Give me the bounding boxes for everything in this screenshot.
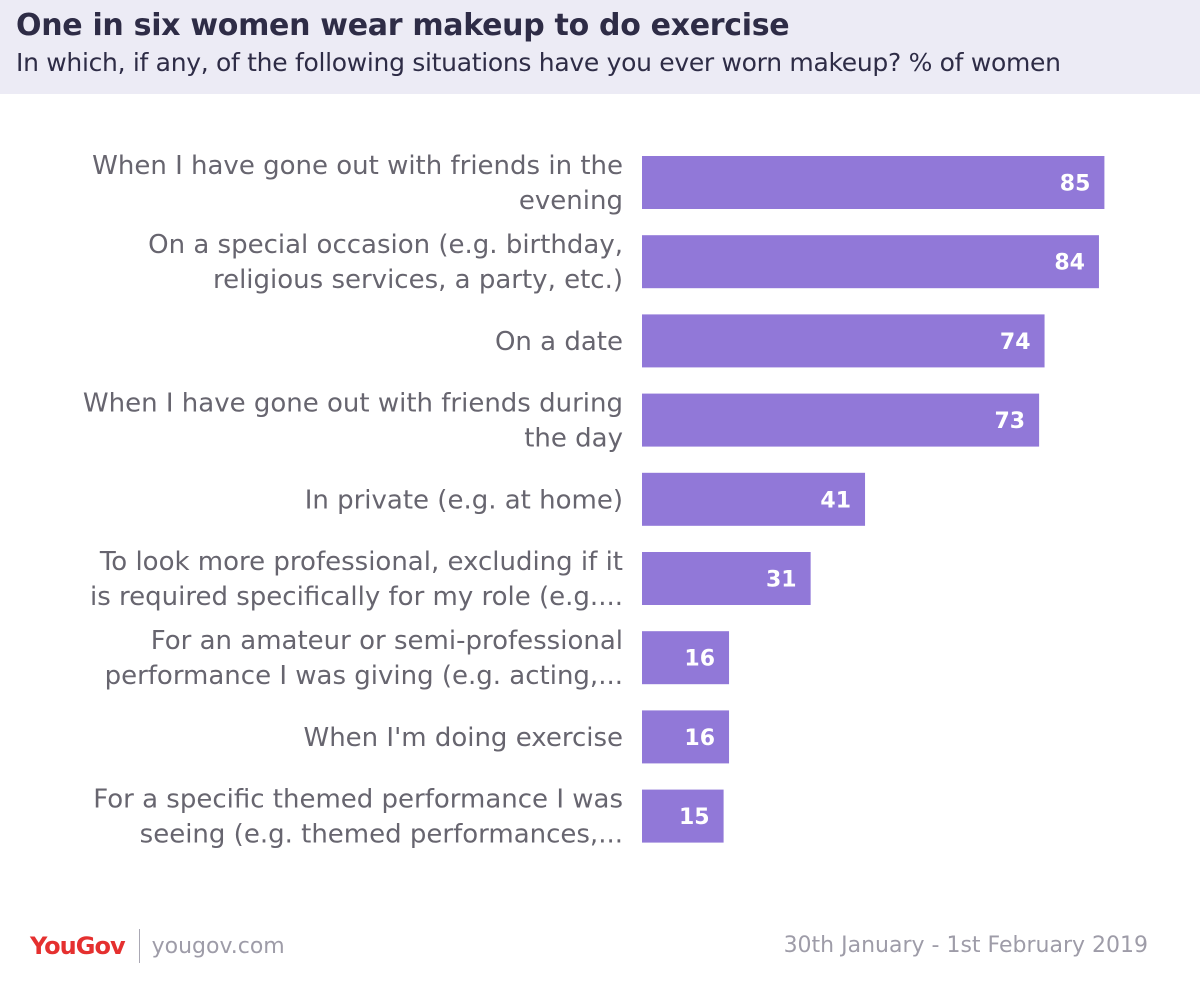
footer-date: 30th January - 1st February 2019 [783,933,1148,958]
category-label-line: the day [524,424,623,454]
category-label-line: To look more professional, excluding if … [99,547,623,577]
category-label: For an amateur or semi-professional perfo… [105,626,623,691]
category-label: When I'm doing exercise [303,723,623,753]
footer-divider [138,929,140,963]
bar-value-label: 16 [684,726,715,751]
bar-0 [642,156,1105,209]
category-label-line: In private (e.g. at home) [305,485,623,515]
category-label-line: When I have gone out with friends in the [92,151,623,181]
category-label-line: religious services, a party, etc.) [213,265,623,295]
category-label-line: performance I was giving (e.g. acting,..… [105,661,623,691]
category-label-line: On a special occasion (e.g. birthday, [148,230,623,260]
bar-chart: 85 When I have gone out with friends in t… [83,151,1105,850]
category-label-line: seeing (e.g. themed performances,... [140,820,623,850]
category-label: On a special occasion (e.g. birthday, rel… [148,230,623,295]
category-label: When I have gone out with friends in the… [92,151,623,216]
category-label-line: evening [519,186,623,216]
category-label-line: For an amateur or semi-professional [151,626,623,656]
category-label-line: For a specific themed performance I was [93,785,623,815]
category-label: To look more professional, excluding if … [90,547,623,612]
bar-value-label: 73 [994,409,1025,434]
category-label-line: When I have gone out with friends during [83,389,623,419]
bar-value-label: 85 [1060,172,1091,197]
category-label-line: When I'm doing exercise [303,723,623,753]
bar-value-label: 31 [766,568,797,593]
bar-6 [642,631,730,685]
category-label: In private (e.g. at home) [305,485,623,515]
bar-8 [642,789,724,843]
footer-brand: YouGov yougov.com [30,926,285,966]
category-label-line: is required specifically for my role (e.… [90,582,623,612]
bar-7 [642,710,730,764]
bar-3 [642,393,1040,447]
chart-title: One in six women wear makeup to do exerc… [16,8,790,43]
bar-2 [642,314,1045,368]
yougov-logo: YouGov [30,932,126,960]
bar-value-label: 74 [1000,330,1031,355]
bar-value-label: 84 [1054,251,1085,276]
bar-value-label: 15 [679,805,710,830]
bar-value-label: 16 [684,647,715,672]
category-label: For a specific themed performance I was s… [93,785,623,850]
category-label: When I have gone out with friends during… [83,389,623,454]
category-label: On a date [495,327,623,357]
bar-1 [642,235,1099,289]
bar-value-label: 41 [820,488,851,513]
category-label-line: On a date [495,327,623,357]
chart-subtitle: In which, if any, of the following situa… [16,48,1061,77]
bar-4 [642,472,866,526]
footer-site: yougov.com [151,933,285,959]
bar-5 [642,552,811,605]
chart-header: One in six women wear makeup to do exerc… [0,0,1200,94]
